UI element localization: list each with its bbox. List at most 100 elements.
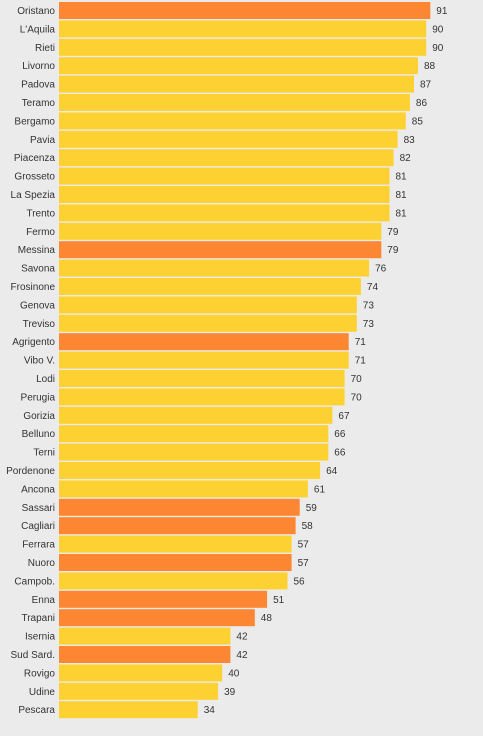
value-label: 42 xyxy=(236,650,248,661)
bar-sud-sard xyxy=(59,646,231,663)
bar-cagliari xyxy=(59,517,296,535)
value-label: 81 xyxy=(396,208,408,219)
value-label: 90 xyxy=(432,43,444,54)
bar-trento xyxy=(59,204,390,222)
value-label: 91 xyxy=(436,6,448,17)
category-label: Teramo xyxy=(22,98,56,109)
category-label: Rieti xyxy=(35,43,55,54)
bar-teramo xyxy=(59,94,410,111)
category-label: Udine xyxy=(29,687,56,698)
bar-savona xyxy=(59,259,370,277)
category-label: Isernia xyxy=(25,632,55,643)
bar-agrigento xyxy=(59,333,349,351)
value-label: 48 xyxy=(261,613,273,624)
category-label: Piacenza xyxy=(14,153,56,164)
bar-treviso xyxy=(59,314,357,332)
category-label: Pescara xyxy=(18,705,55,716)
category-label: Messina xyxy=(18,245,56,256)
category-label: Sud Sard. xyxy=(11,650,55,661)
value-label: 82 xyxy=(400,153,412,164)
bar-belluno xyxy=(59,425,329,443)
value-label: 59 xyxy=(306,503,318,514)
bar-bergamo xyxy=(59,112,406,130)
value-label: 73 xyxy=(363,300,375,311)
bar-campob xyxy=(59,572,288,590)
category-label: Savona xyxy=(21,264,55,275)
bar-vibo-v xyxy=(59,351,349,369)
bar-sassari xyxy=(59,498,300,516)
value-label: 73 xyxy=(363,319,375,330)
category-label: Frosinone xyxy=(11,282,56,293)
category-label: Vibo V. xyxy=(24,356,55,367)
bar-frosinone xyxy=(59,278,361,295)
category-label: Rovigo xyxy=(24,668,56,679)
bar-pescara xyxy=(59,701,198,719)
value-label: 90 xyxy=(432,24,444,35)
bar-pordenone xyxy=(59,462,321,479)
bar-fermo xyxy=(59,222,382,240)
value-label: 67 xyxy=(338,411,350,422)
value-label: 64 xyxy=(326,466,338,477)
value-label: 71 xyxy=(355,337,367,348)
bar-rovigo xyxy=(59,664,223,682)
value-label: 81 xyxy=(396,172,408,183)
bar-trapani xyxy=(59,609,255,627)
bar-lodi xyxy=(59,370,345,387)
category-label: Nuoro xyxy=(28,558,56,569)
value-label: 88 xyxy=(424,61,436,72)
value-label: 71 xyxy=(355,356,367,367)
value-label: 70 xyxy=(351,392,363,403)
category-label: Oristano xyxy=(17,6,55,17)
value-label: 39 xyxy=(224,687,236,698)
value-label: 79 xyxy=(387,227,399,238)
bar-terni xyxy=(59,443,329,461)
bar-oristano xyxy=(59,2,431,19)
category-label: Sassari xyxy=(22,503,55,514)
bar-l-aquila xyxy=(59,20,427,38)
value-label: 34 xyxy=(204,705,216,716)
value-label: 87 xyxy=(420,80,432,91)
category-label: Cagliari xyxy=(21,521,55,532)
bar-rieti xyxy=(59,38,427,56)
bar-pavia xyxy=(59,130,398,148)
bar-isernia xyxy=(59,627,231,645)
value-label: 66 xyxy=(334,429,346,440)
value-label: 51 xyxy=(273,595,285,606)
bar-perugia xyxy=(59,388,345,406)
category-label: Trapani xyxy=(21,613,55,624)
value-label: 70 xyxy=(351,374,363,385)
category-label: Agrigento xyxy=(12,337,55,348)
value-label: 57 xyxy=(298,540,310,551)
bar-ancona xyxy=(59,480,308,498)
value-label: 86 xyxy=(416,98,428,109)
category-label: Enna xyxy=(32,595,56,606)
value-label: 61 xyxy=(314,484,326,495)
category-label: Lodi xyxy=(36,374,55,385)
value-label: 57 xyxy=(298,558,310,569)
category-label: Bergamo xyxy=(14,116,55,127)
category-label: Treviso xyxy=(23,319,56,330)
value-label: 42 xyxy=(236,632,248,643)
category-label: Padova xyxy=(21,80,55,91)
bar-enna xyxy=(59,590,268,608)
value-label: 56 xyxy=(294,576,306,587)
bar-udine xyxy=(59,682,219,700)
value-label: 76 xyxy=(375,264,387,275)
value-label: 83 xyxy=(404,135,416,146)
bar-gorizia xyxy=(59,406,333,424)
category-label: Trento xyxy=(26,208,55,219)
category-label: Belluno xyxy=(22,429,56,440)
bar-padova xyxy=(59,75,414,93)
value-label: 85 xyxy=(412,116,424,127)
bar-ferrara xyxy=(59,535,292,553)
value-label: 40 xyxy=(228,668,240,679)
bar-grosseto xyxy=(59,167,390,185)
value-label: 58 xyxy=(302,521,314,532)
bars-layer: Oristano 91 L'Aquila 90 Rieti 90 Livorno 88 Pado… xyxy=(6,2,448,719)
category-label: Pavia xyxy=(30,135,55,146)
category-label: L'Aquila xyxy=(20,24,56,35)
category-label: Grosseto xyxy=(14,172,55,183)
bar-la-spezia xyxy=(59,186,390,203)
category-label: Perugia xyxy=(21,392,56,403)
